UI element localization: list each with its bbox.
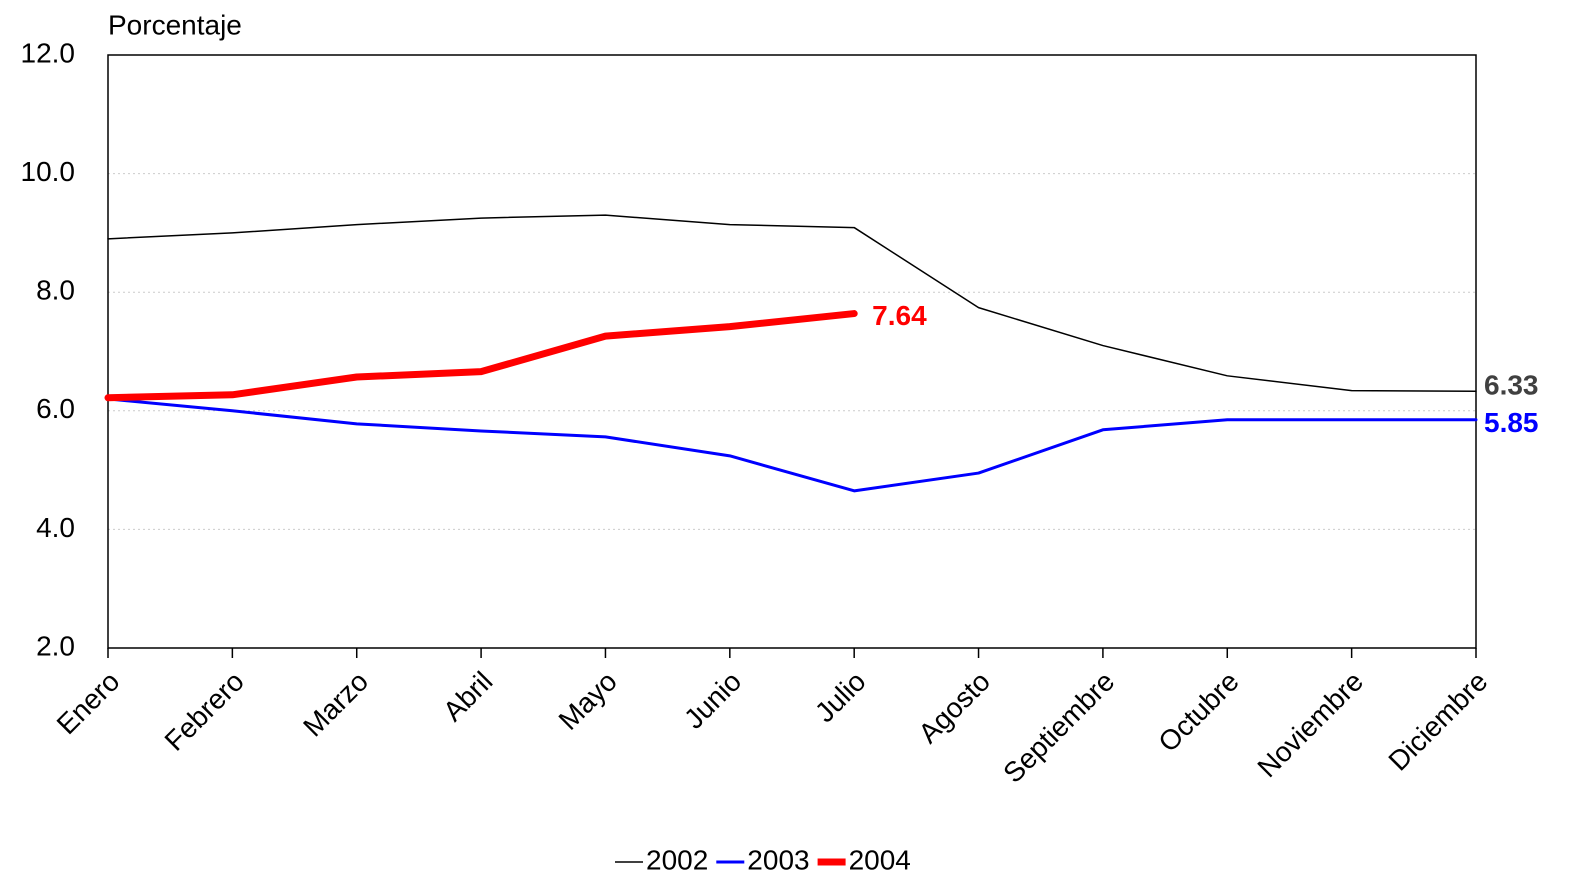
y-tick-label: 8.0 bbox=[36, 275, 75, 306]
legend-label: 2002 bbox=[646, 844, 708, 875]
legend-label: 2004 bbox=[849, 844, 911, 875]
series-line bbox=[107, 214, 1477, 392]
legend-label: 2003 bbox=[747, 844, 809, 875]
y-tick-label: 4.0 bbox=[36, 512, 75, 543]
x-tick-label: Septiembre bbox=[997, 666, 1120, 789]
x-tick-label: Noviembre bbox=[1251, 666, 1369, 784]
y-axis-label: Porcentaje bbox=[108, 9, 242, 40]
end-value-label: 5.85 bbox=[1484, 407, 1539, 438]
x-tick-label: Febrero bbox=[159, 666, 250, 757]
end-value-label: 7.64 bbox=[872, 300, 927, 331]
y-tick-label: 12.0 bbox=[21, 37, 76, 68]
x-tick-label: Junio bbox=[678, 666, 747, 735]
x-tick-label: Diciembre bbox=[1382, 666, 1493, 777]
x-tick-label: Octubre bbox=[1152, 666, 1244, 758]
y-tick-label: 6.0 bbox=[36, 393, 75, 424]
x-tick-label: Julio bbox=[809, 666, 872, 729]
x-tick-label: Enero bbox=[51, 666, 126, 741]
x-tick-label: Agosto bbox=[912, 666, 996, 750]
x-tick-label: Mayo bbox=[553, 666, 623, 736]
plot-frame bbox=[107, 54, 1477, 649]
x-tick-label: Abril bbox=[437, 666, 499, 728]
end-value-label: 6.33 bbox=[1484, 370, 1539, 401]
x-tick-label: Marzo bbox=[297, 666, 374, 743]
y-tick-label: 10.0 bbox=[21, 156, 76, 187]
series-line bbox=[106, 397, 1478, 493]
y-tick-label: 2.0 bbox=[36, 630, 75, 661]
series-line bbox=[104, 310, 858, 402]
